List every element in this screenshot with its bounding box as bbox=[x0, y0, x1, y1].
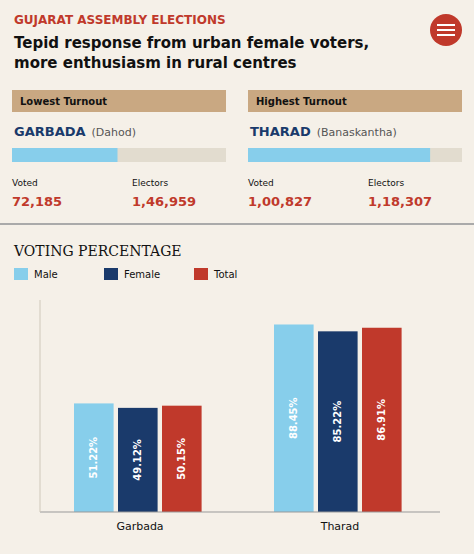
logo-line bbox=[437, 29, 455, 31]
chart-title: VOTING PERCENTAGE bbox=[13, 243, 182, 259]
data-label: 49.12% bbox=[132, 439, 143, 481]
turnout-panel: Highest Turnout THARAD (Banaskantha) Voted 1… bbox=[248, 90, 462, 209]
legend-label: Male bbox=[34, 269, 58, 280]
x-tick-label: Garbada bbox=[116, 520, 163, 533]
turnout-bar bbox=[12, 148, 118, 162]
panel-title: Highest Turnout bbox=[256, 96, 347, 107]
logo bbox=[430, 14, 462, 46]
legend: Male Female Total bbox=[14, 268, 237, 280]
label-box bbox=[12, 90, 226, 112]
bar bbox=[118, 408, 158, 512]
x-axis bbox=[40, 512, 440, 513]
background bbox=[0, 0, 474, 554]
data-label: 86.91% bbox=[376, 399, 387, 441]
bar bbox=[274, 324, 314, 512]
page-title: GUJARAT ASSEMBLY ELECTIONS bbox=[14, 13, 226, 27]
logo-line bbox=[437, 34, 455, 36]
place-label: THARAD (Banaskantha) bbox=[250, 124, 397, 139]
data-label: 88.45% bbox=[288, 397, 299, 439]
bar-chart: VOTING PERCENTAGE Male Female Total 51.22% 88… bbox=[13, 243, 440, 533]
headline-line: more enthusiasm in rural centres bbox=[14, 54, 297, 72]
legend-label: Total bbox=[213, 269, 237, 280]
logo-circle bbox=[430, 14, 462, 46]
y-axis bbox=[40, 300, 41, 512]
panel-title: Lowest Turnout bbox=[20, 96, 107, 107]
data-label: 51.22% bbox=[88, 437, 99, 479]
data-labels: 51.22% 88.45% 49.12% 85.22% 50.15% 86.91% bbox=[88, 397, 387, 480]
headline-line: Tepid response from urban female voters, bbox=[14, 34, 369, 52]
divider bbox=[0, 223, 474, 225]
category-label: GARBADA bbox=[14, 124, 86, 139]
bar bbox=[318, 331, 358, 512]
district-label: (Banaskantha) bbox=[317, 126, 397, 139]
bar bbox=[362, 328, 402, 512]
label-box bbox=[248, 90, 462, 112]
x-tick-label: Tharad bbox=[320, 520, 360, 533]
bars bbox=[12, 148, 118, 162]
divider bbox=[0, 223, 474, 225]
place-label: GARBADA (Dahod) bbox=[14, 124, 136, 139]
bar bbox=[162, 406, 202, 512]
logo-line bbox=[437, 24, 455, 26]
annotation-label: Electors bbox=[132, 178, 168, 188]
annotation-label: Electors bbox=[368, 178, 404, 188]
annotation-value: 1,18,307 bbox=[368, 194, 432, 209]
category-label: THARAD bbox=[250, 124, 311, 139]
annotation-value: 72,185 bbox=[12, 194, 62, 209]
turnout-panel: Lowest Turnout GARBADA (Dahod) Voted 72,185 E… bbox=[12, 90, 226, 209]
data-label: 50.15% bbox=[176, 438, 187, 480]
annotation-value: 1,46,959 bbox=[132, 194, 196, 209]
annotation-label: Voted bbox=[12, 178, 38, 188]
annotation-label: Voted bbox=[248, 178, 274, 188]
annotation-value: 1,00,827 bbox=[248, 194, 312, 209]
bars bbox=[74, 324, 402, 512]
headline: Tepid response from urban female voters,… bbox=[14, 34, 369, 72]
turnout-bar bbox=[248, 148, 430, 162]
legend-swatch bbox=[104, 268, 118, 280]
district-label: (Dahod) bbox=[92, 126, 136, 139]
page: GUJARAT ASSEMBLY ELECTIONS Tepid response… bbox=[0, 0, 474, 554]
legend-swatch bbox=[14, 268, 28, 280]
bar bbox=[74, 403, 114, 512]
bars bbox=[248, 148, 430, 162]
range-track bbox=[248, 148, 462, 162]
legend-label: Female bbox=[124, 269, 160, 280]
legend-swatch bbox=[194, 268, 208, 280]
range-track bbox=[12, 148, 226, 162]
data-label: 85.22% bbox=[332, 401, 343, 443]
